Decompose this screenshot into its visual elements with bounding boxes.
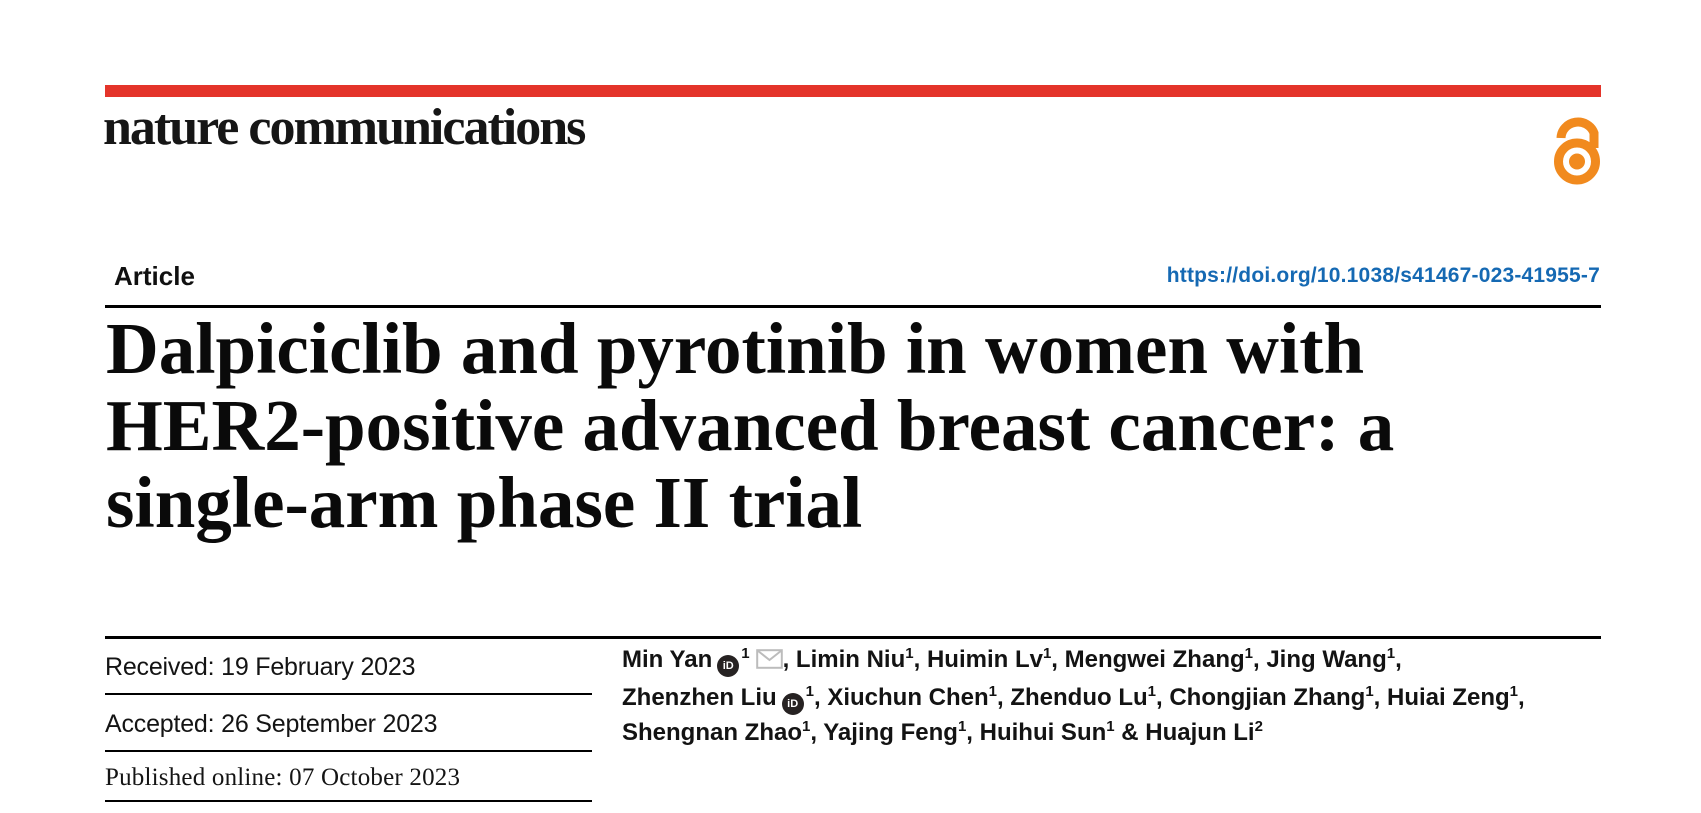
brand-top-bar (105, 85, 1601, 97)
affiliation-superscript: 1 (1244, 645, 1253, 662)
affiliation-superscript: 1 (905, 645, 914, 662)
email-icon[interactable] (755, 644, 783, 680)
orcid-icon[interactable]: iD (717, 655, 740, 677)
affiliation-superscript: 1 (1509, 682, 1519, 700)
author-line: Shengnan Zhao1, Yajing Feng1, Huihui Sun… (622, 718, 1263, 746)
affiliation-superscript: 1 (805, 682, 814, 700)
affiliation-superscript: 1 (1386, 645, 1396, 662)
title-line-1: Dalpiciclib and pyrotinib in women with (106, 308, 1365, 389)
published-date: Published online: 07 October 2023 (105, 764, 461, 791)
date-divider-2 (105, 750, 592, 752)
metadata-top-rule (105, 636, 1601, 639)
date-divider-1 (105, 693, 592, 695)
affiliation-superscript: 1 (1042, 645, 1052, 662)
journal-logo[interactable]: nature communications (103, 99, 586, 156)
date-divider-3 (105, 800, 592, 802)
title-line-2: HER2-positive advanced breast cancer: a (106, 385, 1395, 466)
accepted-date: Accepted: 26 September 2023 (105, 710, 438, 738)
title-divider-rule (105, 305, 1601, 308)
title-line-3: single-arm phase II trial (106, 462, 863, 543)
affiliation-superscript: 1 (741, 645, 750, 662)
affiliation-superscript: 1 (1106, 718, 1115, 735)
affiliation-superscript: 1 (988, 682, 998, 700)
affiliation-superscript: 1 (957, 718, 967, 735)
doi-link[interactable]: https://doi.org/10.1038/s41467-023-41955… (1166, 264, 1600, 287)
article-type-label: Article (114, 261, 195, 291)
affiliation-superscript: 1 (802, 718, 811, 735)
article-title: Dalpiciclib and pyrotinib in women with … (106, 310, 1626, 541)
author-line: Zhenzhen Liu iD1, Xiuchun Chen1, Zhenduo … (622, 680, 1525, 716)
orcid-icon[interactable]: iD (781, 692, 804, 715)
open-access-icon (1554, 117, 1600, 185)
author-line: Min Yan iD1, Limin Niu1, Huimin Lv1, Meng… (622, 642, 1472, 680)
affiliation-superscript: 2 (1254, 718, 1263, 735)
received-date: Received: 19 February 2023 (105, 653, 416, 681)
affiliation-superscript: 1 (1147, 682, 1156, 700)
affiliation-superscript: 1 (1365, 682, 1374, 700)
author-list: Min Yan iD1, Limin Niu1, Huimin Lv1, Meng… (622, 642, 1525, 751)
